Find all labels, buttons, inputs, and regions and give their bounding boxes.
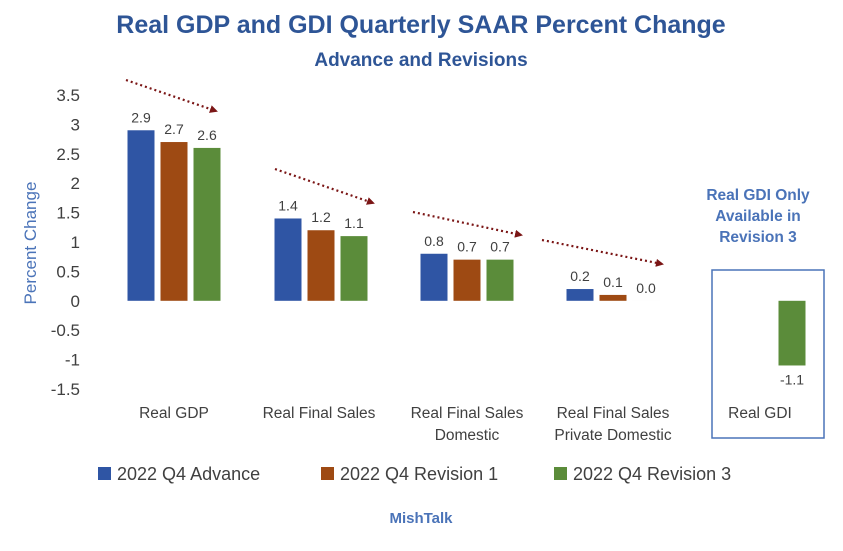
- trend-arrow: [412, 210, 523, 238]
- gdi-note-line-3: Revision 3: [719, 229, 797, 246]
- data-labels: 2.9 1.4 0.8 0.2 2.7 1.2 0.7 0.1 2.6 1.1 0.7 0.0 -1.1: [131, 109, 804, 387]
- y-tick-label: 1.5: [56, 204, 80, 223]
- data-label: 0.8: [424, 233, 444, 249]
- chart-title: Real GDP and GDI Quarterly SAAR Percent …: [116, 11, 726, 39]
- data-label: 2.6: [197, 127, 217, 143]
- chart-subtitle: Advance and Revisions: [314, 50, 527, 71]
- footer-source: MishTalk: [389, 510, 453, 527]
- y-tick-label: 0.5: [56, 262, 80, 281]
- bar: [127, 130, 155, 301]
- legend-label: 2022 Q4 Revision 3: [573, 464, 731, 484]
- category-label: Private Domestic: [554, 427, 671, 444]
- gdi-note-line-2: Available in: [715, 208, 801, 225]
- data-label: 0.1: [603, 274, 623, 290]
- bar: [193, 147, 221, 301]
- y-tick-label: 2: [71, 174, 80, 193]
- trend-arrow: [125, 78, 218, 113]
- category-label: Real Final Sales: [557, 405, 670, 422]
- category-label: Real Final Sales: [263, 405, 376, 422]
- bar: [453, 259, 481, 301]
- bar: [778, 300, 806, 366]
- category-label: Domestic: [435, 427, 500, 444]
- category-label: Real GDI: [728, 405, 792, 422]
- legend-label: 2022 Q4 Advance: [117, 464, 260, 484]
- data-label: 1.4: [278, 197, 298, 213]
- data-label: 0.7: [457, 239, 477, 255]
- data-label: 1.1: [344, 215, 364, 231]
- legend: 2022 Q4 Advance 2022 Q4 Revision 1 2022 Q4…: [98, 464, 731, 484]
- bar: [307, 230, 335, 301]
- data-label: 1.2: [311, 209, 331, 225]
- category-label: Real Final Sales: [411, 405, 524, 422]
- data-label: 0.7: [490, 239, 510, 255]
- bar: [420, 253, 448, 301]
- legend-swatch: [554, 467, 567, 480]
- trend-arrow: [541, 238, 664, 267]
- data-label: 2.9: [131, 109, 151, 125]
- data-label: 2.7: [164, 121, 184, 137]
- y-axis-ticks: 3.5 3 2.5 2 1.5 1 0.5 0 -0.5 -1 -1.5: [51, 86, 80, 399]
- data-label: 0.0: [636, 280, 656, 296]
- y-tick-label: 2.5: [56, 145, 80, 164]
- y-axis-label: Percent Change: [21, 182, 40, 305]
- category-label: Real GDP: [139, 405, 209, 422]
- trend-arrow: [274, 167, 375, 205]
- bar: [340, 236, 368, 301]
- legend-swatch: [321, 467, 334, 480]
- legend-label: 2022 Q4 Revision 1: [340, 464, 498, 484]
- y-tick-label: -1: [65, 351, 80, 370]
- y-tick-label: 3: [71, 115, 80, 134]
- bar: [486, 259, 514, 301]
- gdi-note-line-1: Real GDI Only: [706, 187, 810, 204]
- legend-swatch: [98, 467, 111, 480]
- y-tick-label: 3.5: [56, 86, 80, 105]
- y-tick-label: 1: [71, 233, 80, 252]
- data-label: 0.2: [570, 268, 590, 284]
- bar: [160, 142, 188, 301]
- y-tick-label: -0.5: [51, 321, 80, 340]
- bar: [566, 289, 594, 301]
- bar: [274, 218, 302, 301]
- data-label: -1.1: [780, 371, 804, 387]
- category-labels: Real GDP Real Final Sales Real Final Sales…: [139, 405, 792, 444]
- bars: [127, 130, 806, 366]
- y-tick-label: 0: [71, 292, 80, 311]
- trend-arrows: [125, 78, 664, 267]
- bar: [599, 294, 627, 301]
- y-tick-label: -1.5: [51, 380, 80, 399]
- gdi-highlight-box: [711, 269, 825, 439]
